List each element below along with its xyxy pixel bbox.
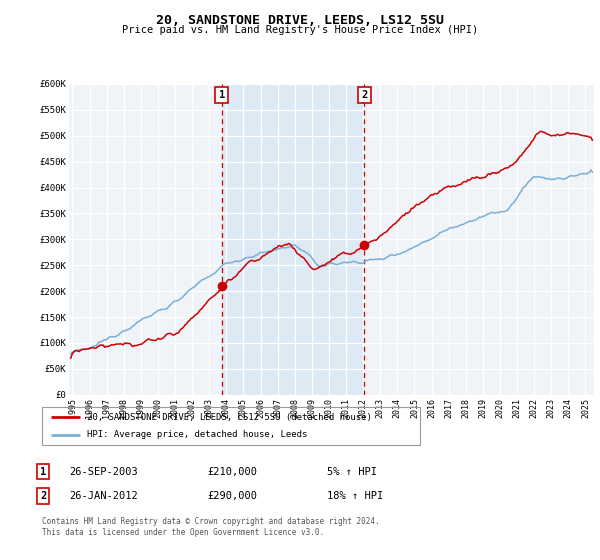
Text: Price paid vs. HM Land Registry's House Price Index (HPI): Price paid vs. HM Land Registry's House … <box>122 25 478 35</box>
Text: 5% ↑ HPI: 5% ↑ HPI <box>327 466 377 477</box>
Bar <box>222 84 364 395</box>
Text: £290,000: £290,000 <box>207 491 257 501</box>
Text: 26-JAN-2012: 26-JAN-2012 <box>69 491 138 501</box>
Text: 1: 1 <box>40 466 46 477</box>
Text: This data is licensed under the Open Government Licence v3.0.: This data is licensed under the Open Gov… <box>42 528 324 537</box>
Text: £210,000: £210,000 <box>207 466 257 477</box>
Text: 1: 1 <box>218 90 225 100</box>
Text: 26-SEP-2003: 26-SEP-2003 <box>69 466 138 477</box>
Text: 20, SANDSTONE DRIVE, LEEDS, LS12 5SU: 20, SANDSTONE DRIVE, LEEDS, LS12 5SU <box>156 14 444 27</box>
Text: HPI: Average price, detached house, Leeds: HPI: Average price, detached house, Leed… <box>88 431 308 440</box>
Text: 20, SANDSTONE DRIVE, LEEDS, LS12 5SU (detached house): 20, SANDSTONE DRIVE, LEEDS, LS12 5SU (de… <box>88 413 372 422</box>
Text: Contains HM Land Registry data © Crown copyright and database right 2024.: Contains HM Land Registry data © Crown c… <box>42 516 380 526</box>
Text: 2: 2 <box>40 491 46 501</box>
Text: 2: 2 <box>361 90 367 100</box>
Text: 18% ↑ HPI: 18% ↑ HPI <box>327 491 383 501</box>
